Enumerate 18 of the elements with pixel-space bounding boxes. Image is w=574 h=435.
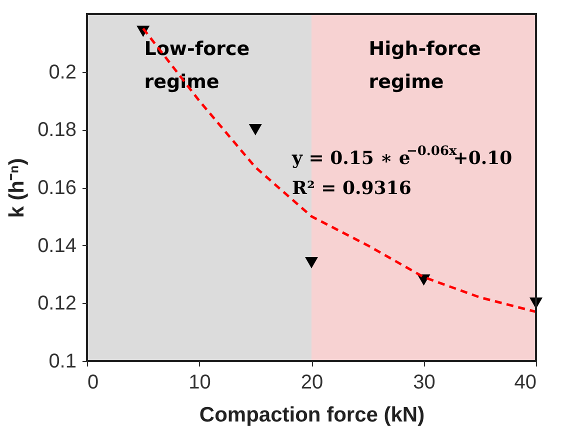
x-tick-label: 40 [514, 372, 536, 394]
x-tick-label: 30 [413, 372, 436, 394]
y-tick-label: 0.14 [38, 234, 76, 257]
y-tick-label: 0.16 [38, 177, 76, 199]
x-tick-label: 10 [188, 372, 211, 394]
x-axis-title: Compaction force (kN) [199, 404, 425, 426]
point [248, 124, 262, 136]
x-tick-label: 20 [300, 372, 324, 394]
band-label: High-force regime [368, 38, 482, 93]
annotation: R² = 0.9316 [292, 178, 412, 199]
y-tick-label: 0.2 [48, 61, 76, 84]
y-tick-label: 0.12 [38, 292, 76, 315]
band-label: Low-force regime [144, 38, 250, 93]
y-tick-label: 0.18 [38, 119, 76, 142]
y-axis-title: k (h⁻ⁿ) [6, 158, 29, 218]
point [304, 257, 318, 268]
y-tick-label: 0.1 [48, 350, 76, 372]
x-tick-label: 0 [88, 372, 99, 394]
